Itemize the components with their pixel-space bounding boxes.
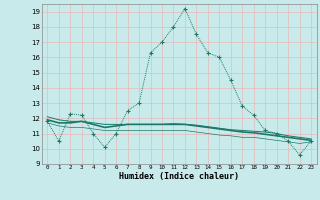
X-axis label: Humidex (Indice chaleur): Humidex (Indice chaleur) <box>119 172 239 181</box>
